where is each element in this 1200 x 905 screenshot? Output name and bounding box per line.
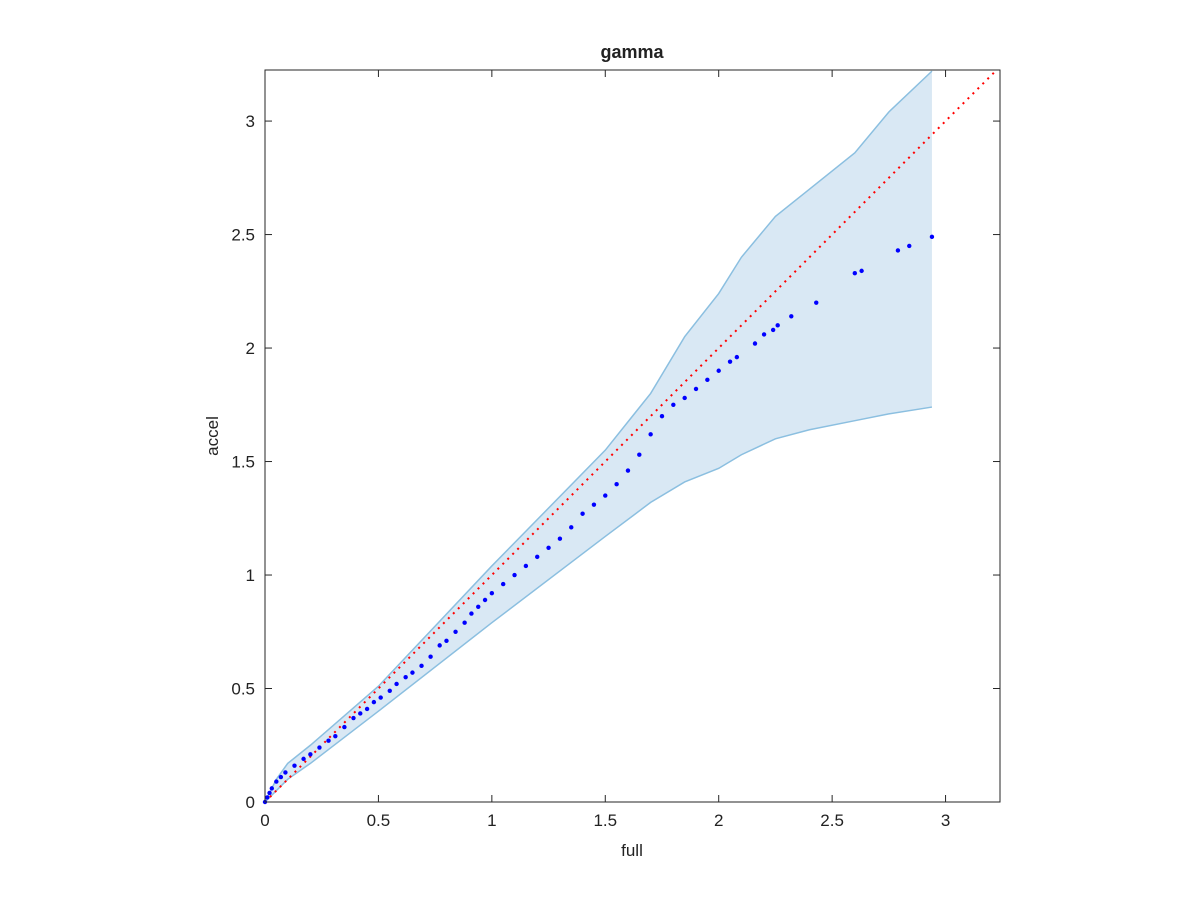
point [371, 699, 377, 705]
point [333, 733, 338, 739]
reference-line [265, 70, 999, 802]
point [648, 432, 653, 437]
point [394, 681, 399, 687]
point [351, 715, 356, 721]
point [444, 638, 449, 644]
band-upper [265, 70, 933, 802]
point [489, 590, 495, 596]
plot-frame [264, 69, 1001, 803]
point [523, 563, 529, 569]
y-tick-label: 1 [246, 566, 255, 585]
point [500, 581, 506, 587]
point [267, 790, 272, 796]
point [895, 248, 901, 253]
point [535, 554, 540, 560]
point [789, 314, 794, 319]
point [387, 688, 392, 693]
point [482, 597, 488, 603]
point [580, 511, 585, 516]
point [569, 525, 574, 530]
point [557, 536, 563, 541]
x-tick-label: 0 [260, 811, 269, 830]
x-tick-label: 0.5 [367, 811, 391, 830]
point [814, 300, 819, 305]
point [364, 706, 370, 712]
x-tick-label: 1.5 [593, 811, 617, 830]
x-tick-label: 1 [487, 811, 496, 830]
point [292, 763, 297, 768]
point [265, 795, 270, 800]
y-tick-label: 1.5 [231, 453, 255, 472]
x-tick-label: 3 [941, 811, 950, 830]
point [859, 268, 864, 274]
point [591, 502, 597, 507]
point [283, 770, 288, 775]
point [437, 643, 442, 648]
point [512, 572, 517, 578]
point [727, 359, 733, 364]
x-axis-label: full [621, 841, 643, 860]
chart-title: gamma [600, 42, 664, 62]
point [770, 327, 776, 333]
y-tick-label: 3 [246, 112, 255, 131]
point [907, 243, 912, 249]
point [342, 724, 347, 730]
point [659, 413, 665, 419]
point [546, 545, 551, 550]
band-lower [264, 406, 933, 803]
y-tick-label: 2 [246, 339, 255, 358]
point [278, 774, 284, 780]
point [358, 711, 363, 716]
point [317, 745, 322, 750]
point [693, 386, 699, 392]
point [716, 368, 721, 373]
point [269, 786, 275, 791]
point [682, 395, 687, 401]
point [403, 674, 408, 680]
point [274, 779, 279, 784]
point [752, 341, 758, 346]
point [419, 663, 424, 669]
point [476, 604, 481, 609]
point [614, 482, 619, 487]
point [637, 452, 642, 457]
point [929, 234, 935, 240]
point [301, 756, 306, 762]
x-tick-label: 2.5 [820, 811, 844, 830]
x-tick-label: 2 [714, 811, 723, 830]
point [326, 738, 331, 743]
point [734, 354, 740, 360]
y-tick-label: 0.5 [231, 680, 255, 699]
point [671, 402, 676, 407]
confidence-band [265, 71, 932, 802]
y-tick-label: 0 [246, 793, 255, 812]
point [462, 620, 467, 625]
point [761, 332, 767, 337]
point [308, 752, 313, 757]
point [705, 377, 710, 383]
point [852, 270, 858, 276]
point [469, 611, 474, 616]
y-axis-label: accel [203, 416, 222, 456]
point [625, 468, 631, 473]
point [603, 493, 608, 498]
point [453, 629, 458, 634]
point [775, 323, 780, 328]
y-tick-label: 2.5 [231, 226, 255, 245]
point [428, 654, 433, 659]
point [410, 670, 415, 675]
point [378, 695, 383, 700]
